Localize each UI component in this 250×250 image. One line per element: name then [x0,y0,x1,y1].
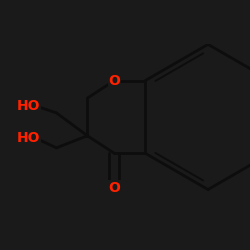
Text: O: O [108,181,120,195]
Text: O: O [108,74,120,88]
Text: HO: HO [16,132,40,145]
Text: HO: HO [16,99,40,113]
